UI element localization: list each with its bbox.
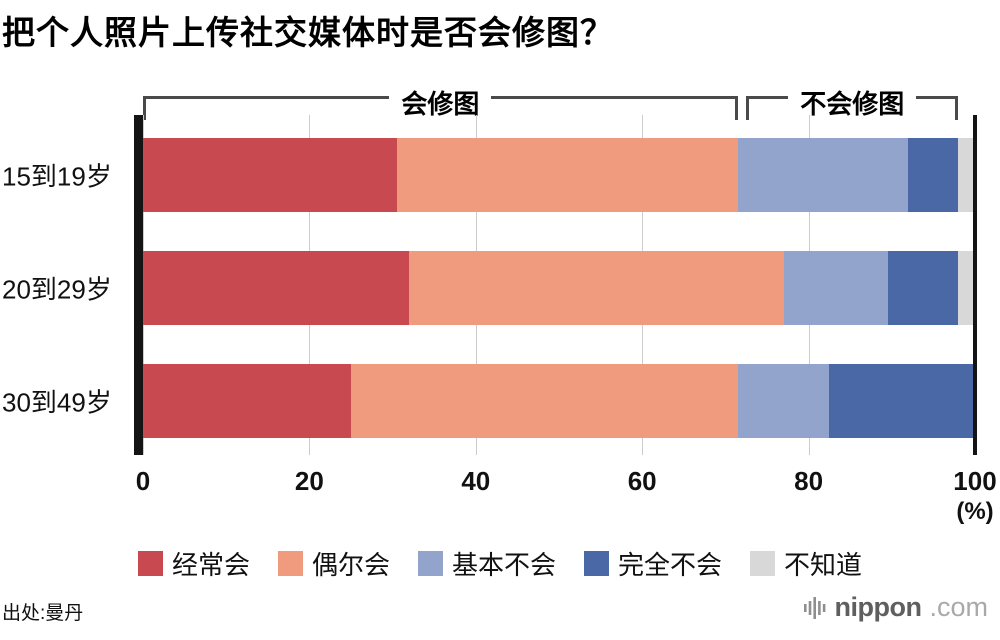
legend-swatch [277, 551, 303, 576]
legend-label: 完全不会 [618, 550, 723, 580]
group-bracket-label: 会修图 [389, 84, 492, 121]
bar-segment [908, 138, 959, 212]
bar-segment [396, 138, 738, 212]
axis-tick-label: 100 [953, 466, 997, 496]
group-bracket: 不会修图 [746, 84, 959, 121]
category-label: 15到19岁 [2, 161, 112, 192]
category-label: 30到49岁 [2, 387, 112, 418]
plot-area [134, 115, 977, 455]
legend-label: 经常会 [171, 550, 250, 580]
logo-text-nippon: nippon [834, 592, 922, 622]
axis-tick-label: 80 [794, 466, 824, 496]
legend-item: 经常会 [137, 545, 250, 582]
logo-text-com: .com [929, 592, 988, 622]
bar-segment [737, 138, 909, 212]
bracket-layer: 会修图 不会修图 [143, 84, 975, 121]
bar-row [143, 364, 975, 438]
bar-segment [958, 138, 975, 212]
legend-swatch [417, 551, 443, 576]
axis-tick-label: 0 [135, 466, 151, 496]
bar-segment [887, 251, 959, 325]
legend-item: 不知道 [750, 545, 862, 582]
chart-title: 把个人照片上传社交媒体时是否会修图？ [2, 14, 614, 51]
bar-segment [958, 251, 975, 325]
bar-segment [829, 364, 975, 438]
group-bracket-label: 不会修图 [788, 84, 917, 121]
legend-item: 基本不会 [417, 545, 556, 582]
bar-segment [351, 364, 738, 438]
bar-segment [409, 251, 784, 325]
category-label: 20到29岁 [2, 274, 112, 305]
axis-unit-label: (%) [956, 498, 994, 525]
legend-item: 完全不会 [584, 545, 722, 582]
axis-tick-label: 20 [294, 466, 324, 496]
bar-segment [143, 364, 351, 438]
legend-swatch [750, 551, 776, 576]
bar-segment [737, 364, 830, 438]
audio-wave-icon [803, 594, 828, 622]
bar-segment [143, 138, 397, 212]
bar-row [143, 251, 975, 325]
source-label: 出处:曼丹 [2, 603, 84, 624]
axis-tick-label: 60 [627, 466, 657, 496]
legend: 经常会 偶尔会 基本不会 完全不会 不知道 [0, 545, 1000, 582]
legend-label: 基本不会 [451, 550, 556, 580]
nippon-logo: nippon .com [803, 592, 988, 623]
bar-segment [143, 251, 410, 325]
bar-segment [783, 251, 888, 325]
legend-label: 不知道 [784, 550, 863, 580]
left-axis-line [134, 115, 143, 455]
legend-item: 偶尔会 [277, 545, 390, 582]
bar-row [143, 138, 975, 212]
legend-swatch [137, 551, 163, 576]
right-axis-line [973, 115, 977, 455]
legend-swatch [584, 551, 609, 576]
legend-label: 偶尔会 [311, 550, 390, 580]
group-bracket: 会修图 [143, 84, 738, 121]
axis-tick-label: 40 [461, 466, 491, 496]
